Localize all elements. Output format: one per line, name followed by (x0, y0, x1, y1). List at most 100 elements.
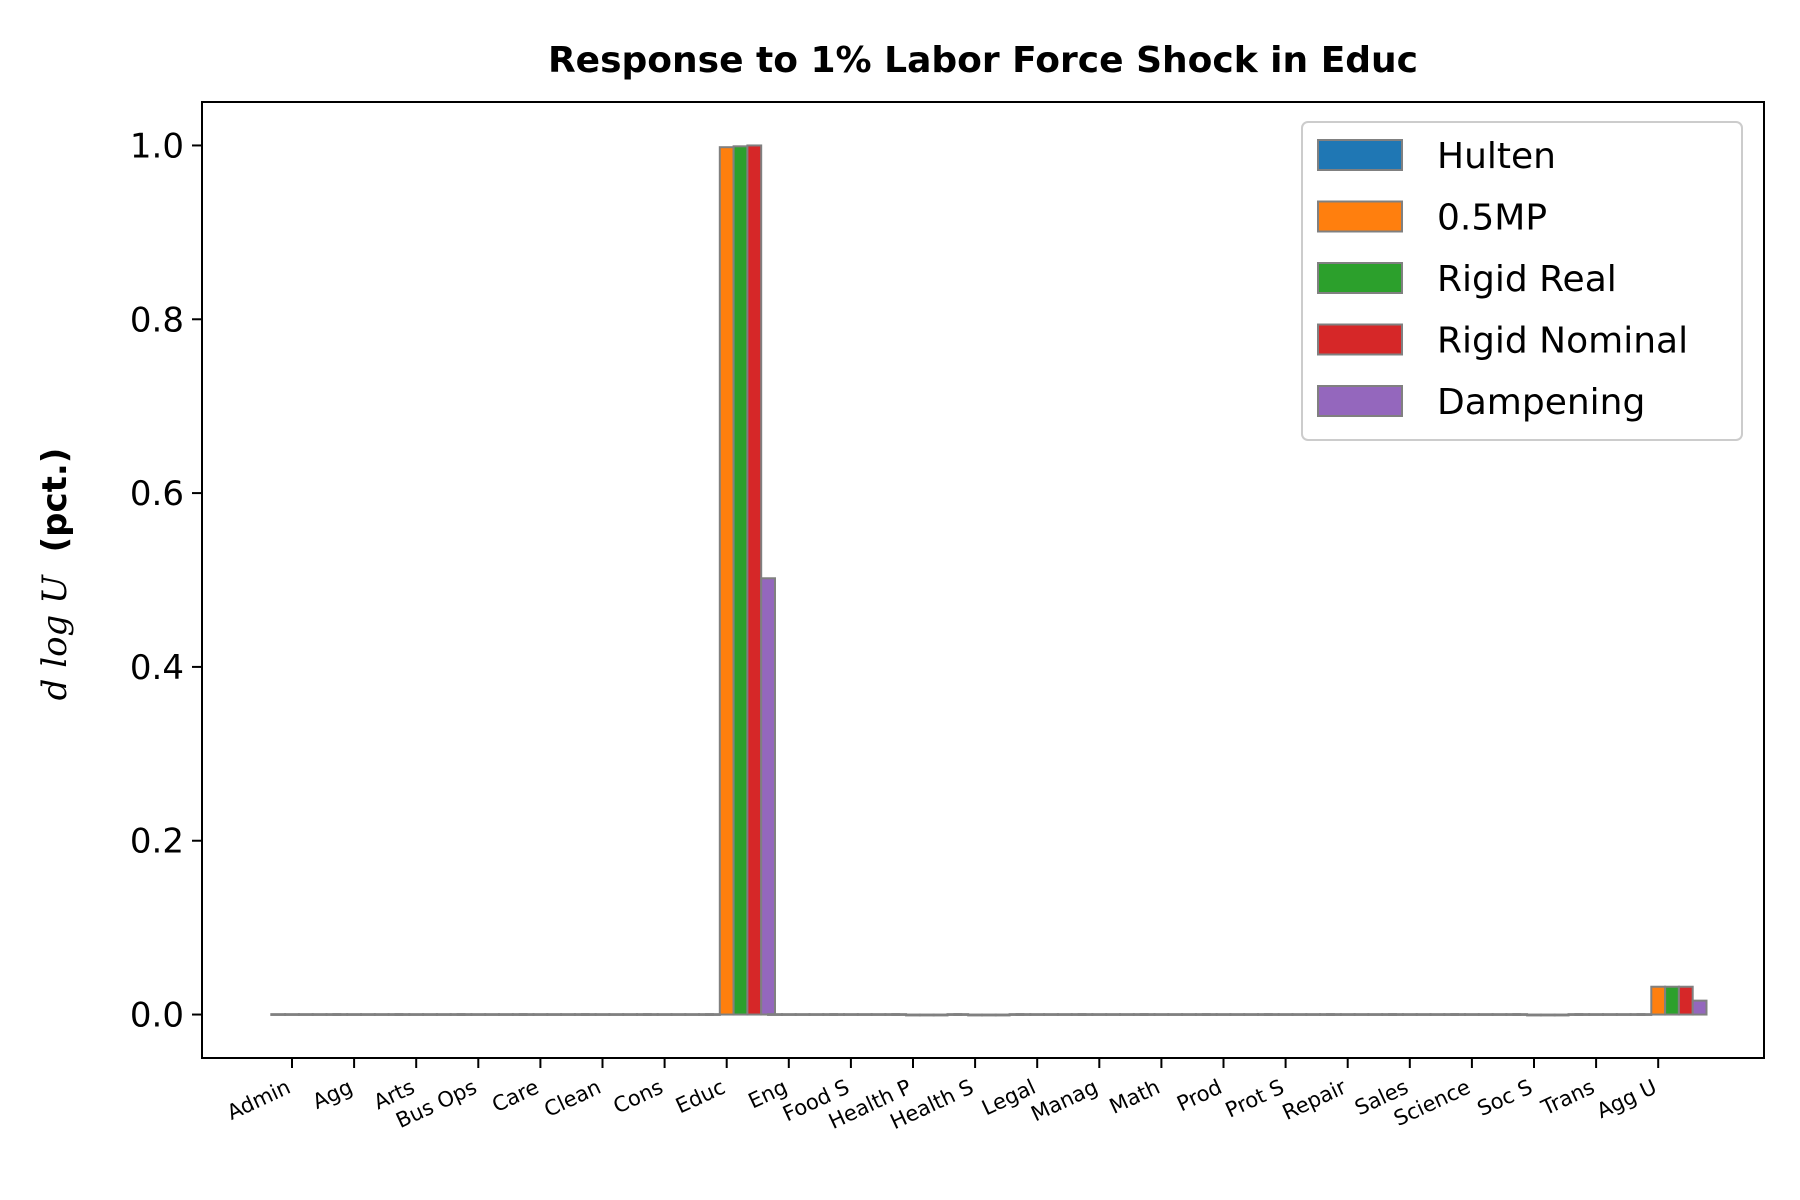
bar-rigid-nominal-food-s (870, 1013, 887, 1016)
bar-0-5mp-eng (780, 1013, 797, 1016)
bar-rigid-nominal-sales (1429, 1013, 1446, 1016)
bar-0-5mp-care (532, 1013, 549, 1016)
bar-0-5mp-math (1153, 1013, 1170, 1016)
bar-hulten-prod (1201, 1013, 1218, 1016)
bar-dampening-agg-u (1691, 999, 1708, 1016)
bars-layer (270, 144, 1708, 1017)
bar-0-5mp-agg (346, 1013, 363, 1016)
bar-0-5mp-food-s (843, 1013, 859, 1016)
bar-0-5mp-clean (594, 1013, 611, 1016)
bar-hulten-prot-s (1263, 1013, 1280, 1016)
bar-0-5mp-manag (1091, 1013, 1108, 1016)
bar-hulten-food-s (829, 1013, 846, 1016)
y-tick-label: 0.8 (130, 300, 184, 340)
legend-label: Rigid Nominal (1437, 321, 1688, 362)
bar-rigid-nominal-admin (311, 1013, 328, 1016)
y-axis-label: d log U (pct.) (35, 448, 75, 701)
chart-title: Response to 1% Labor Force Shock in Educ (548, 40, 1418, 81)
bar-rigid-real-math (1167, 1013, 1184, 1016)
bar-dampening-educ (760, 577, 777, 1016)
x-tick-label: Prod (1173, 1075, 1225, 1116)
legend-swatch (1317, 385, 1403, 417)
x-tick-label: Cons (610, 1075, 667, 1119)
x-tick-label: Repair (1279, 1075, 1350, 1125)
bar-hulten-agg-u (1636, 1013, 1653, 1016)
legend: Hulten 0.5MP Rigid Real Rigid Nominal Dampen… (1301, 121, 1743, 441)
x-tick-label: Educ (672, 1075, 729, 1119)
bar-rigid-nominal-agg-u (1677, 985, 1694, 1016)
bar-hulten-soc-s (1512, 1013, 1529, 1016)
bar-rigid-nominal-legal (1056, 1013, 1073, 1016)
bar-hulten-health-s (953, 1013, 970, 1016)
bar-hulten-cons (642, 1013, 659, 1016)
bar-hulten-trans (1574, 1013, 1591, 1016)
bar-hulten-health-p (891, 1013, 908, 1016)
x-tick-label: Clean (540, 1075, 604, 1122)
y-tick-label: 0.6 (130, 474, 184, 514)
bar-0-5mp-cons (656, 1013, 673, 1016)
bar-rigid-real-agg (360, 1013, 376, 1016)
x-tick-label: Soc S (1474, 1075, 1536, 1121)
bar-rigid-nominal-eng (808, 1013, 825, 1016)
bar-hulten-admin (270, 1013, 287, 1016)
bar-rigid-nominal-agg (373, 1013, 390, 1016)
legend-swatch (1317, 262, 1403, 294)
bar-0-5mp-legal (1029, 1013, 1046, 1016)
bar-rigid-real-food-s (856, 1013, 873, 1016)
bar-rigid-nominal-math (1181, 1013, 1197, 1016)
bar-rigid-nominal-health-p (932, 1013, 949, 1017)
bar-0-5mp-sales (1401, 1013, 1418, 1016)
bar-0-5mp-health-s (967, 1013, 984, 1017)
svg-text:d log U (pct.): d log U (pct.) (35, 448, 75, 701)
bar-rigid-real-educ (732, 145, 749, 1016)
bar-0-5mp-prod (1215, 1013, 1232, 1016)
bar-hulten-clean (580, 1013, 597, 1016)
bar-hulten-sales (1388, 1013, 1404, 1016)
bar-rigid-nominal-science (1491, 1013, 1508, 1016)
legend-box (1301, 121, 1743, 441)
x-tick-label: Manag (1027, 1075, 1101, 1127)
legend-swatch (1317, 139, 1403, 171)
bar-rigid-nominal-bus-ops (498, 1013, 514, 1016)
legend-swatch (1317, 200, 1403, 233)
bar-rigid-real-prot-s (1291, 1013, 1308, 1016)
bar-0-5mp-repair (1339, 1013, 1356, 1016)
bar-rigid-real-sales (1415, 1013, 1432, 1016)
bar-0-5mp-science (1464, 1013, 1480, 1016)
bar-0-5mp-agg-u (1650, 985, 1667, 1016)
bar-rigid-nominal-health-s (994, 1013, 1011, 1017)
bar-rigid-real-health-s (981, 1013, 997, 1017)
x-tick-label: Agg U (1593, 1075, 1660, 1123)
bar-rigid-real-science (1477, 1013, 1494, 1016)
bar-0-5mp-admin (284, 1013, 300, 1016)
bar-hulten-agg (332, 1013, 349, 1016)
y-axis: 0.0 0.2 0.4 0.6 0.8 1.0 (130, 126, 202, 1036)
legend-label: 0.5MP (1437, 198, 1547, 239)
bar-rigid-nominal-clean (622, 1013, 639, 1016)
bar-hulten-eng (767, 1013, 783, 1016)
bar-0-5mp-prot-s (1277, 1013, 1294, 1016)
y-tick-label: 1.0 (130, 126, 184, 166)
bar-rigid-real-arts (422, 1013, 438, 1016)
bar-rigid-real-health-p (918, 1013, 935, 1017)
x-tick-label: Legal (978, 1075, 1039, 1121)
bar-rigid-real-trans (1602, 1013, 1618, 1016)
x-tick-label: Trans (1537, 1075, 1598, 1121)
bar-rigid-nominal-soc-s (1553, 1013, 1570, 1017)
bar-rigid-real-prod (1229, 1013, 1246, 1016)
bar-0-5mp-soc-s (1526, 1013, 1542, 1017)
x-tick-label: Prot S (1222, 1075, 1288, 1123)
bar-hulten-manag (1077, 1013, 1094, 1016)
bar-rigid-nominal-care (560, 1013, 576, 1016)
bar-rigid-nominal-arts (435, 1013, 452, 1016)
bar-rigid-real-admin (297, 1013, 314, 1016)
bar-hulten-bus-ops (456, 1013, 473, 1016)
bar-rigid-nominal-prod (1243, 1013, 1259, 1016)
bar-rigid-real-eng (794, 1013, 811, 1016)
x-tick-label: Math (1106, 1075, 1164, 1119)
legend-label: Dampening (1437, 382, 1645, 423)
bar-rigid-nominal-educ (746, 144, 763, 1016)
bar-0-5mp-educ (718, 146, 735, 1016)
plot-frame (201, 101, 1765, 1059)
